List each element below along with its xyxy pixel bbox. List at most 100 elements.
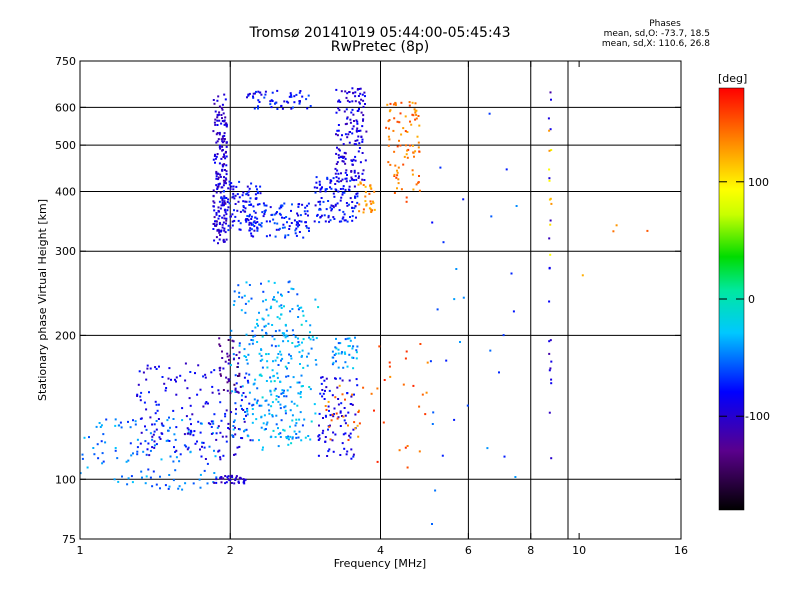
data-point: [225, 155, 228, 158]
data-point: [336, 146, 338, 149]
data-point: [348, 91, 351, 93]
data-point: [335, 347, 338, 350]
data-point: [203, 469, 206, 472]
data-point: [225, 178, 228, 181]
data-point: [186, 387, 189, 390]
data-point: [204, 376, 207, 379]
x-tick-label: 6: [465, 544, 472, 557]
data-point: [336, 161, 339, 164]
data-point: [358, 422, 361, 425]
data-point: [357, 95, 360, 97]
data-point: [144, 440, 147, 443]
data-point: [231, 346, 234, 349]
data-point: [348, 100, 351, 103]
data-point: [353, 207, 356, 210]
data-point: [321, 395, 324, 398]
data-point: [301, 354, 303, 357]
data-point: [248, 229, 251, 232]
data-point: [140, 431, 143, 434]
data-point: [281, 226, 284, 229]
data-point: [215, 184, 218, 187]
data-point: [178, 485, 181, 488]
data-point: [302, 314, 305, 317]
data-point: [238, 291, 241, 294]
data-point: [243, 420, 246, 423]
data-point: [329, 424, 331, 427]
data-point: [283, 395, 286, 398]
data-point: [216, 116, 219, 119]
data-point: [332, 431, 335, 434]
data-point: [299, 214, 302, 217]
data-point: [411, 169, 414, 172]
data-point: [223, 176, 225, 179]
data-point: [352, 125, 355, 128]
data-point: [239, 228, 242, 231]
data-point: [224, 116, 227, 119]
data-point: [243, 376, 246, 379]
data-point: [298, 91, 301, 94]
data-point: [357, 88, 359, 90]
data-point: [365, 204, 368, 207]
data-point: [256, 322, 258, 325]
data-point: [258, 352, 261, 355]
data-point: [319, 188, 322, 191]
data-point: [345, 108, 348, 111]
data-point: [136, 453, 139, 456]
data-point: [287, 362, 290, 364]
data-point: [314, 359, 317, 361]
data-point: [284, 323, 287, 326]
data-point: [309, 331, 311, 334]
data-point: [286, 335, 289, 338]
data-point: [278, 227, 281, 230]
data-point: [231, 224, 234, 227]
data-point: [279, 350, 282, 353]
data-point: [295, 93, 298, 96]
data-point: [263, 325, 266, 328]
data-point: [349, 118, 352, 121]
data-point: [223, 153, 225, 156]
data-point: [252, 335, 255, 338]
data-point: [248, 204, 251, 206]
data-point: [282, 223, 285, 226]
data-point: [192, 434, 195, 437]
data-point: [232, 185, 235, 188]
data-point: [199, 486, 202, 489]
data-point: [344, 219, 347, 222]
data-point: [238, 372, 241, 375]
data-point: [314, 204, 317, 207]
data-point: [199, 388, 202, 391]
data-point: [341, 193, 344, 196]
data-point: [348, 141, 351, 144]
data-point: [550, 382, 553, 385]
data-point: [285, 334, 288, 337]
data-point: [261, 329, 264, 332]
data-point: [233, 219, 236, 222]
data-point: [415, 183, 418, 186]
data-point: [353, 393, 355, 396]
data-point: [414, 118, 417, 121]
data-point: [206, 482, 209, 485]
data-point: [349, 339, 352, 342]
data-point: [229, 392, 232, 395]
data-point: [324, 188, 327, 191]
data-point: [221, 165, 224, 168]
data-point: [279, 380, 282, 383]
data-point: [399, 112, 402, 115]
data-point: [418, 175, 420, 177]
data-point: [188, 397, 191, 400]
data-point: [277, 395, 280, 398]
data-point: [227, 224, 230, 227]
data-point: [246, 218, 249, 220]
data-point: [306, 364, 309, 367]
data-point: [305, 221, 307, 224]
data-point: [344, 352, 347, 355]
data-point: [227, 427, 230, 429]
data-point: [230, 482, 233, 484]
data-point: [351, 347, 354, 350]
data-point: [259, 224, 262, 226]
data-point: [227, 206, 230, 209]
data-point: [284, 412, 287, 415]
data-point: [187, 432, 190, 435]
data-point: [265, 332, 268, 335]
data-point: [228, 202, 231, 205]
